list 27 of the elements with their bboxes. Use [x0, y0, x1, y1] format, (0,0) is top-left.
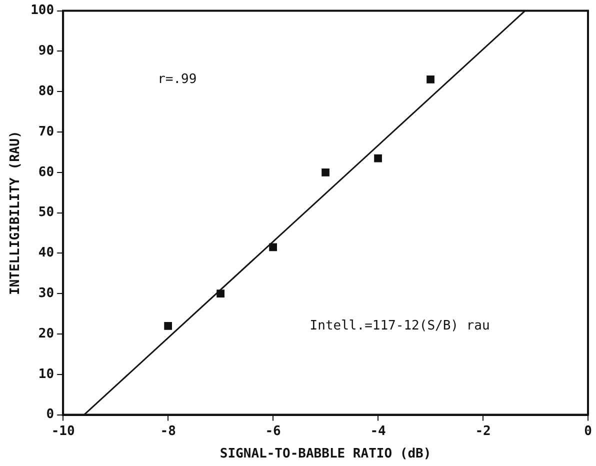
point: [164, 322, 172, 330]
y-tick-label: 70: [38, 124, 54, 140]
annotation: r=.99: [158, 72, 197, 87]
y-tick-label: 80: [38, 84, 54, 99]
y-tick-label: 50: [38, 205, 54, 220]
y-tick-label: 10: [38, 366, 54, 382]
x-axis-title: SIGNAL-TO-BABBLE RATIO (dB): [220, 446, 432, 462]
point: [426, 76, 434, 84]
point: [216, 290, 224, 298]
x-tick-label: -6: [265, 424, 282, 439]
y-tick-label: 90: [38, 44, 54, 59]
point: [322, 168, 330, 176]
x-tick-label: -2: [475, 424, 491, 439]
y-tick-label: 20: [38, 326, 54, 342]
y-tick-label: 100: [30, 3, 54, 18]
point: [269, 243, 277, 252]
y-tick-label: 0: [46, 407, 54, 422]
y-tick-label: 40: [38, 246, 54, 261]
annotation: Intell.=117-12(S/B) rau: [310, 318, 490, 334]
x-tick-label: 0: [584, 424, 592, 439]
y-axis-title: INTELLIGIBILITY (RAU): [8, 130, 24, 295]
y-tick-label: 30: [38, 286, 54, 301]
x-tick-label: -10: [51, 424, 75, 439]
x-tick-label: -4: [370, 424, 386, 439]
x-tick-label: -8: [160, 424, 176, 439]
y-tick-label: 60: [38, 164, 54, 180]
point: [374, 154, 382, 162]
